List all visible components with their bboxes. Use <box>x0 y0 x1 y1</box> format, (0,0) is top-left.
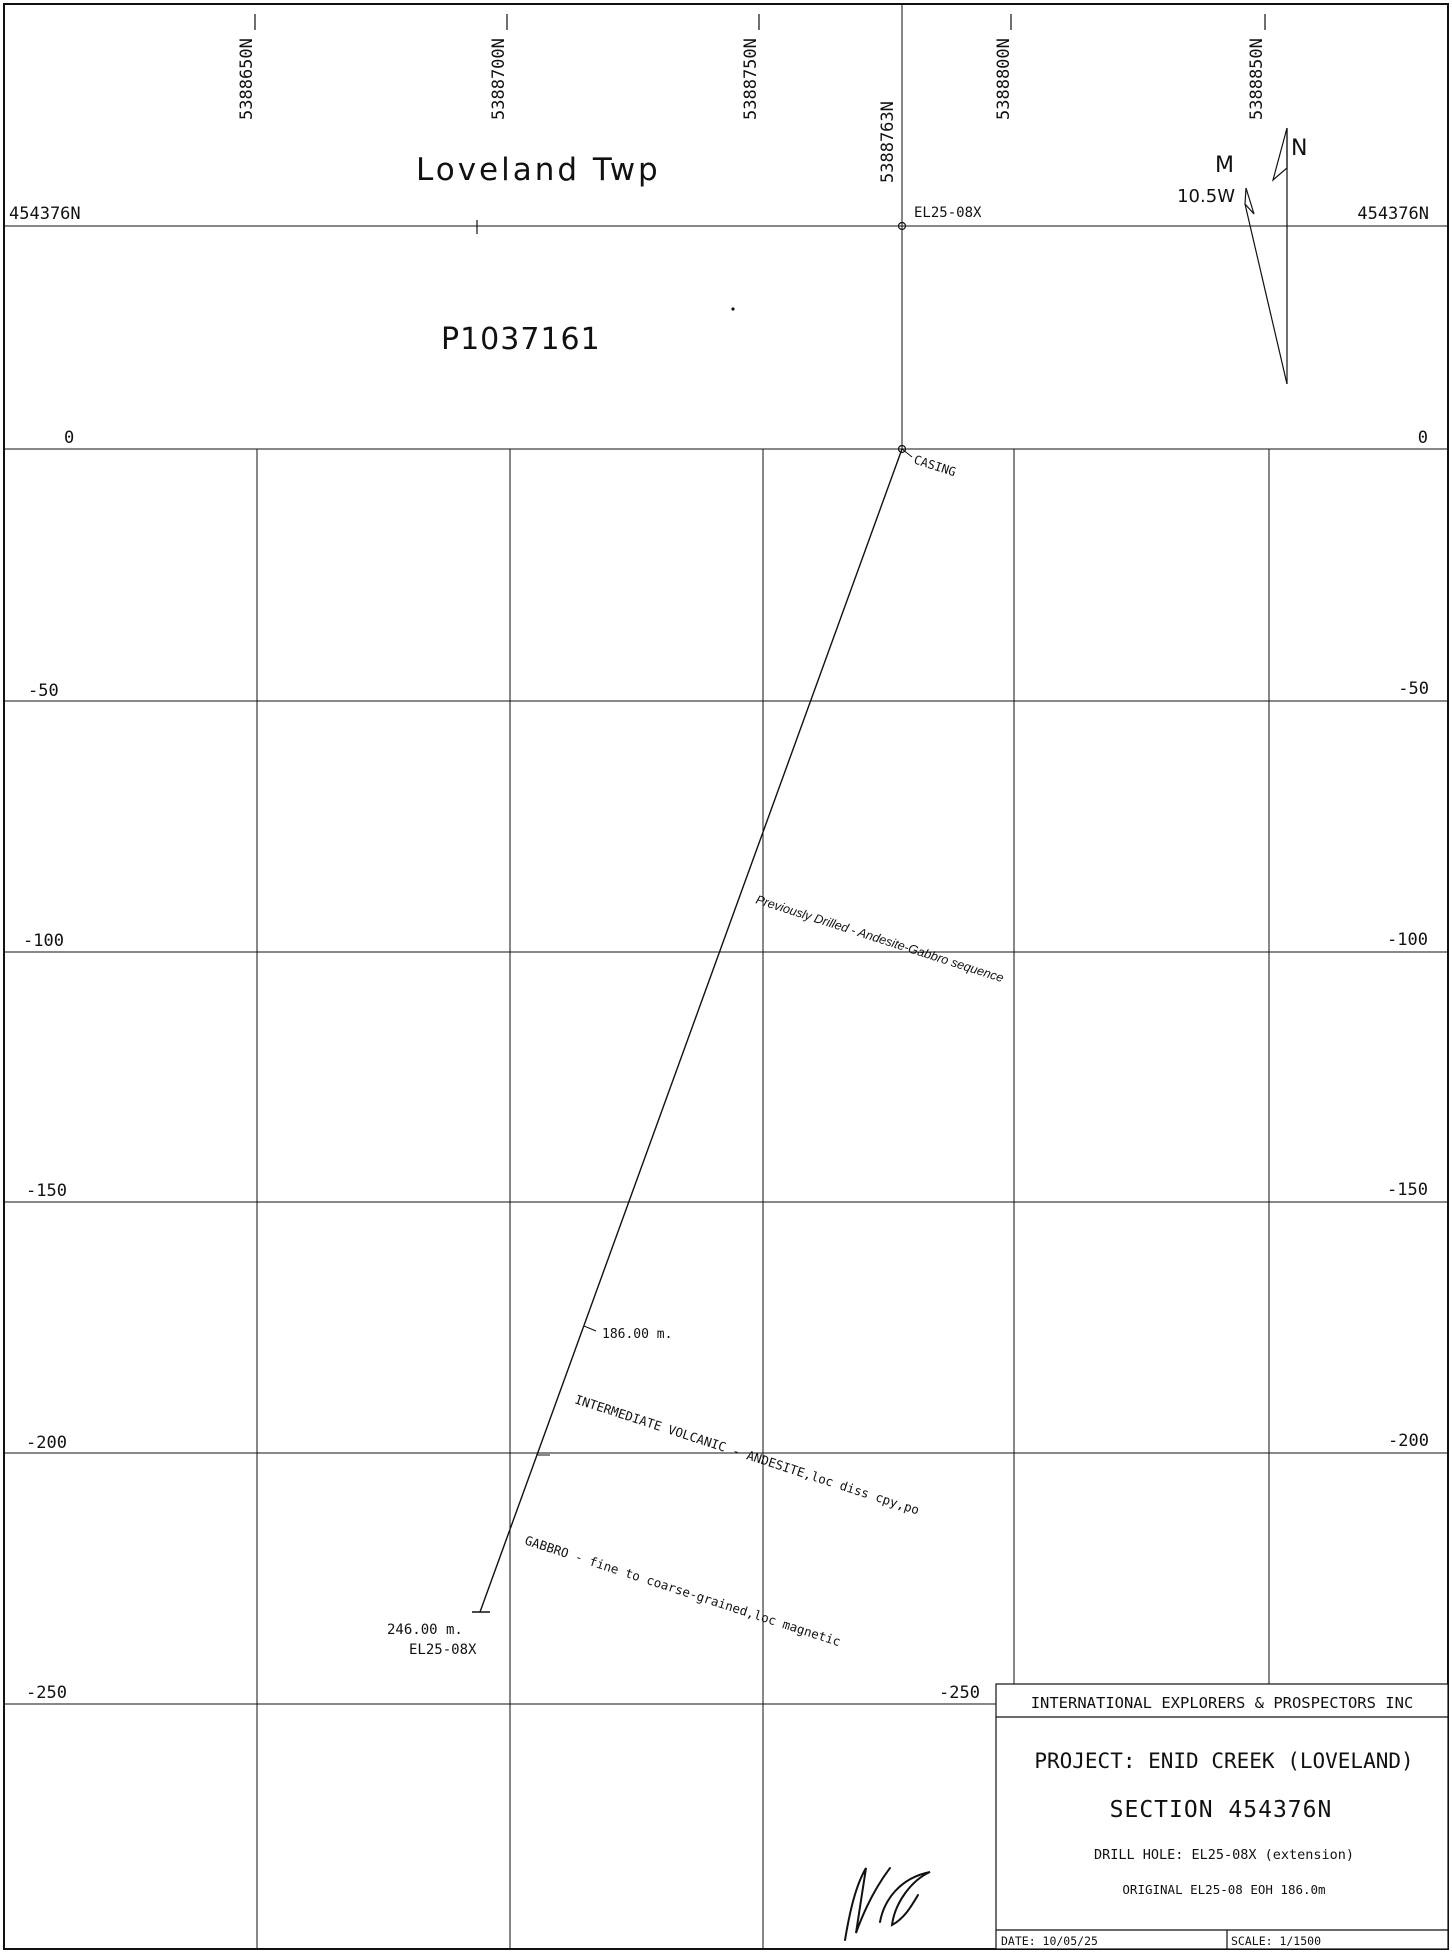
true-north-label: N <box>1291 136 1307 161</box>
casing-label: CASING <box>912 453 958 480</box>
elevation-right-100: -100 <box>1387 930 1428 950</box>
elevation-left-150: -150 <box>26 1181 67 1201</box>
elevation-left-250: -250 <box>26 1683 67 1703</box>
magnetic-north-label: M <box>1215 153 1234 178</box>
easting-label-5388800: 5388800N <box>994 38 1014 120</box>
elevation-right-250: -250 <box>939 1683 980 1703</box>
easting-label-5388763: 5388763N <box>878 101 898 183</box>
declination-label: 10.5W <box>1177 186 1235 207</box>
elevation-grid <box>4 700 1448 1705</box>
elevation-labels-left: 0 -50 -100 -150 -200 -250 <box>23 428 74 1703</box>
elevation-right-200: -200 <box>1388 1431 1429 1451</box>
depth-186-label: 186.00 m. <box>602 1327 672 1342</box>
hole-collar-surface <box>897 444 907 454</box>
township-label: Loveland Twp <box>416 152 661 188</box>
title-section: SECTION 454376N <box>1110 1797 1333 1823</box>
claim-label: P1037161 <box>441 322 601 357</box>
north-arrow <box>1244 127 1288 385</box>
elevation-left-50: -50 <box>28 681 59 701</box>
elevation-right-150: -150 <box>1387 1180 1428 1200</box>
lithology-intermediate-volcanic: INTERMEDIATE VOLCANIC - ANDESITE,loc dis… <box>573 1392 921 1518</box>
elevation-labels-right: 0 -50 -100 -150 -200 <box>1387 428 1429 1451</box>
collar-marker <box>897 221 907 231</box>
signature <box>844 1867 931 1941</box>
survey-point <box>731 307 735 311</box>
elevation-left-100: -100 <box>23 931 64 951</box>
eoh-hole-label: EL25-08X <box>409 1642 477 1658</box>
easting-label-5388750: 5388750N <box>741 38 761 120</box>
easting-label-5388850: 5388850N <box>1247 38 1267 120</box>
elevation-left-200: -200 <box>26 1433 67 1453</box>
casing-tick <box>901 448 913 458</box>
easting-grid <box>256 4 1270 1949</box>
lithology-gabbro: GABBRO - fine to coarse-grained,loc magn… <box>523 1533 843 1650</box>
title-project: PROJECT: ENID CREEK (LOVELAND) <box>1034 1749 1413 1773</box>
title-drill-hole: DRILL HOLE: EL25-08X (extension) <box>1094 1847 1354 1863</box>
elevation-right-50: -50 <box>1398 679 1429 699</box>
drill-hole-trace <box>479 448 903 1613</box>
easting-label-5388650: 5388650N <box>237 38 257 120</box>
title-block <box>995 1683 1449 1950</box>
easting-label-5388700: 5388700N <box>489 38 509 120</box>
section-label-right: 454376N <box>1357 204 1429 224</box>
title-original: ORIGINAL EL25-08 EOH 186.0m <box>1122 1882 1325 1897</box>
elevation-left-0: 0 <box>64 428 74 448</box>
elevation-right-0: 0 <box>1418 428 1428 448</box>
title-date: DATE: 10/05/25 <box>1001 1934 1098 1948</box>
lithology-previously-drilled: Previously Drilled - Andesite-Gabbro seq… <box>754 893 1005 986</box>
depth-186-tick <box>583 1325 597 1332</box>
easting-ticks <box>254 14 1266 234</box>
section-label-left: 454376N <box>9 204 81 224</box>
easting-labels: 5388650N 5388700N 5388750N 5388763N 5388… <box>237 38 1267 183</box>
title-scale: SCALE: 1/1500 <box>1231 1934 1321 1948</box>
collar-label: EL25-08X <box>914 205 982 221</box>
drawing-border <box>3 3 1449 1950</box>
eoh-depth-label: 246.00 m. <box>387 1622 463 1638</box>
title-company: INTERNATIONAL EXPLORERS & PROSPECTORS IN… <box>1031 1694 1414 1712</box>
